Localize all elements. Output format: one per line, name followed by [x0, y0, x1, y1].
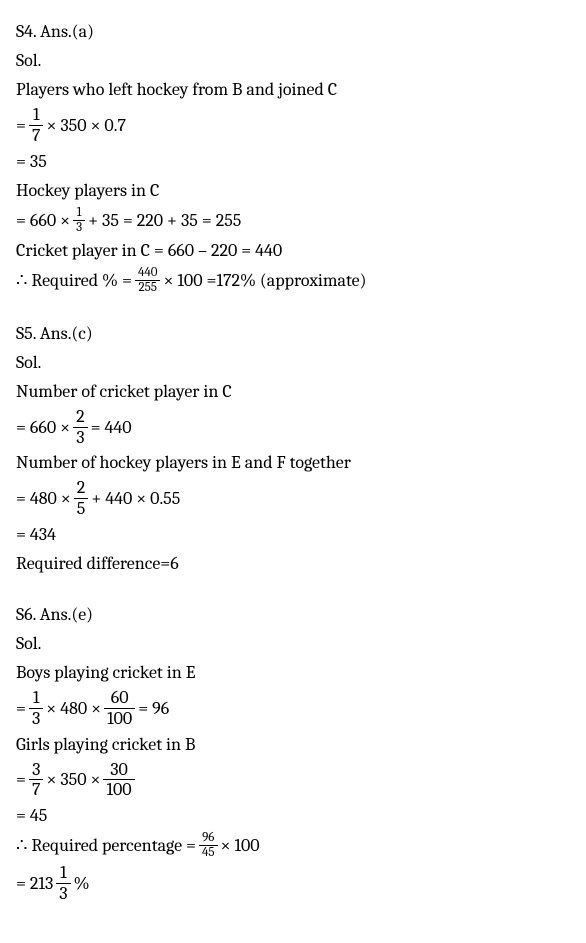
eq-part: = 213: [16, 870, 53, 897]
sol-label: Sol.: [16, 349, 570, 376]
equation: = 660 × 1 3 + 35 = 220 + 35 = 255: [16, 206, 570, 236]
numerator: 440: [135, 266, 161, 280]
text-line: Girls playing cricket in B: [16, 731, 570, 758]
eq-part: %: [74, 870, 90, 897]
solution-6: S6. Ans.(e) Sol. Boys playing cricket in…: [16, 601, 570, 903]
answer-header: S5. Ans.(c): [16, 320, 570, 347]
fraction: 96 45: [199, 831, 218, 861]
eq-part: × 350 × 0.7: [46, 112, 125, 139]
numerator: 1: [57, 863, 70, 883]
equation: = 35: [16, 148, 570, 175]
denominator: 100: [103, 779, 134, 800]
fraction: 1 3: [73, 206, 85, 236]
denominator: 5: [74, 498, 89, 519]
equation: = 1 7 × 350 × 0.7: [16, 105, 570, 146]
equation: = 660 × 2 3 = 440: [16, 407, 570, 448]
equation: ∴ Required percentage = 96 45 × 100: [16, 831, 570, 861]
eq-part: × 100 =172% (approximate): [163, 267, 366, 294]
numerator: 60: [108, 688, 132, 708]
eq-part: = 660 ×: [16, 207, 70, 234]
eq-part: = 96: [138, 695, 169, 722]
solution-4: S4. Ans.(a) Sol. Players who left hockey…: [16, 18, 570, 296]
equation: = 434: [16, 521, 570, 548]
numerator: 1: [74, 206, 85, 220]
sol-label: Sol.: [16, 630, 570, 657]
fraction: 2 5: [74, 478, 89, 519]
eq-part: + 440 × 0.55: [91, 485, 180, 512]
equation: = 45: [16, 802, 570, 829]
eq-part: × 350 ×: [46, 766, 100, 793]
numerator: 1: [30, 105, 43, 125]
text-line: Number of hockey players in E and F toge…: [16, 449, 570, 476]
numerator: 3: [29, 760, 43, 780]
numerator: 1: [30, 688, 43, 708]
text-line: Players who left hockey from B and joine…: [16, 76, 570, 103]
fraction: 440 255: [135, 266, 161, 296]
text-line: Required difference=6: [16, 550, 570, 577]
eq-part: × 480 ×: [46, 695, 101, 722]
fraction: 1 7: [29, 105, 43, 146]
denominator: 100: [104, 708, 135, 729]
numerator: 2: [73, 407, 88, 427]
equation: = 3 7 × 350 × 30 100: [16, 760, 570, 801]
denominator: 3: [56, 883, 70, 904]
equation: = 1 3 × 480 × 60 100 = 96: [16, 688, 570, 729]
fraction: 2 3: [73, 407, 88, 448]
text-line: Cricket player in C = 660 – 220 = 440: [16, 237, 570, 264]
denominator: 3: [73, 220, 85, 235]
numerator: 96: [199, 831, 217, 845]
text-line: Number of cricket player in C: [16, 378, 570, 405]
answer-header: S6. Ans.(e): [16, 601, 570, 628]
fraction: 1 3: [29, 688, 43, 729]
text-line: Hockey players in C: [16, 177, 570, 204]
eq-part: = 480 ×: [16, 485, 71, 512]
equation: = 213 1 3 %: [16, 863, 570, 904]
denominator: 7: [29, 125, 43, 146]
denominator: 45: [199, 845, 218, 860]
fraction: 3 7: [29, 760, 43, 801]
denominator: 255: [135, 280, 160, 295]
fraction: 30 100: [103, 760, 134, 801]
answer-header: S4. Ans.(a): [16, 18, 570, 45]
eq-part: = 440: [91, 414, 132, 441]
equation: ∴ Required % = 440 255 × 100 =172% (appr…: [16, 266, 570, 296]
eq-part: =: [16, 112, 26, 139]
numerator: 30: [107, 760, 131, 780]
denominator: 3: [73, 427, 87, 448]
text-line: Boys playing cricket in E: [16, 659, 570, 686]
fraction: 60 100: [104, 688, 135, 729]
solution-5: S5. Ans.(c) Sol. Number of cricket playe…: [16, 320, 570, 577]
eq-part: + 35 = 220 + 35 = 255: [88, 207, 241, 234]
eq-part: =: [16, 695, 26, 722]
fraction: 1 3: [56, 863, 70, 904]
denominator: 7: [29, 779, 43, 800]
eq-part: = 660 ×: [16, 414, 70, 441]
sol-label: Sol.: [16, 47, 570, 74]
equation: = 480 × 2 5 + 440 × 0.55: [16, 478, 570, 519]
denominator: 3: [29, 708, 43, 729]
numerator: 2: [74, 478, 89, 498]
eq-part: ∴ Required % =: [16, 267, 132, 294]
eq-part: =: [16, 766, 26, 793]
